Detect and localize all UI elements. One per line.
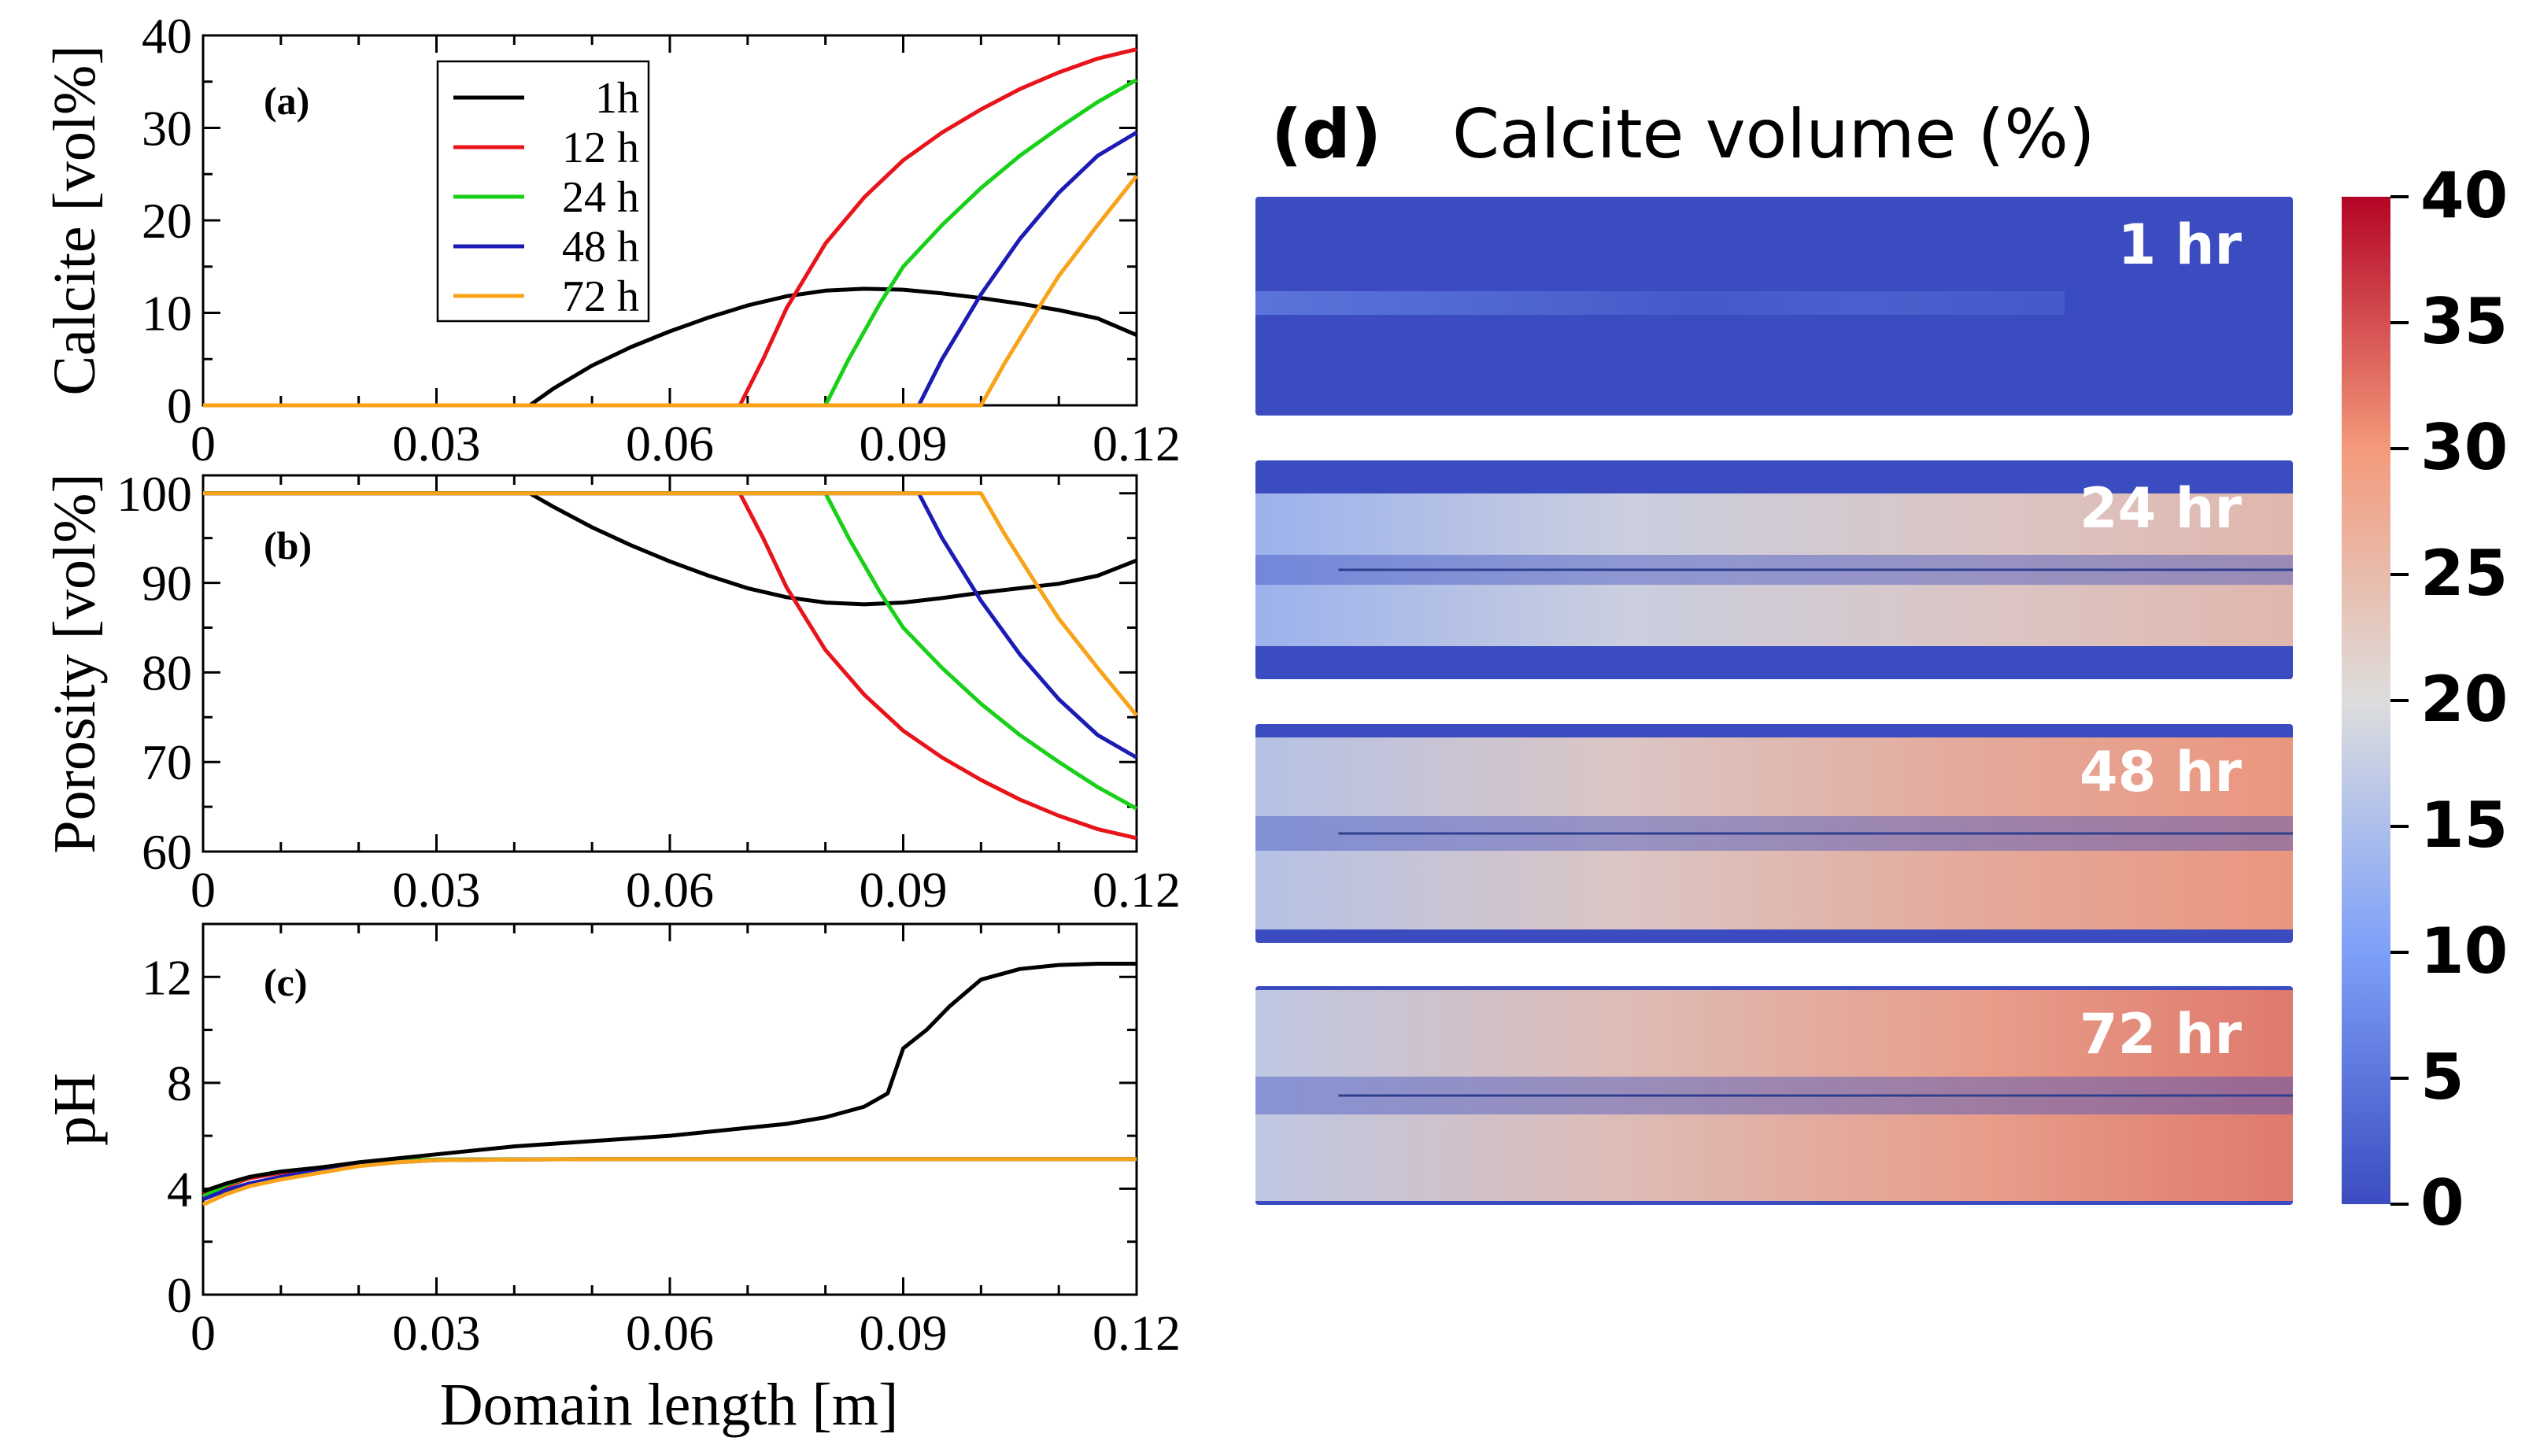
y-tick-label: 60 [142, 824, 192, 880]
x-tick-label: 0.12 [1093, 862, 1181, 918]
x-tick-label: 0 [190, 1305, 216, 1361]
colorbar-gradient [2342, 197, 2390, 1204]
y-axis-label: Porosity [vol%] [42, 473, 108, 853]
colorbar-tick-label: 20 [2420, 663, 2508, 736]
y-tick-label: 8 [167, 1055, 192, 1111]
ph-plot: 0 0.03 0.06 0.09 0.12 0 4 8 12 pH (c) [42, 922, 1181, 1361]
strip-band-lower [1255, 851, 2293, 929]
x-tick-label: 0.09 [860, 862, 948, 918]
plot-frame-b [202, 474, 1138, 853]
y-tick-label: 10 [142, 286, 192, 342]
strip-time-label: 48 hr [2080, 740, 2242, 804]
strip-band-lower [1255, 1114, 2293, 1201]
series-line-1h [202, 962, 1137, 1194]
y-tick-label: 0 [167, 1267, 192, 1323]
legend-label: 48 h [562, 223, 639, 272]
x-tick-label: 0 [190, 862, 216, 918]
legend-label: 1h [595, 74, 639, 123]
panel-d-title: Calcite volume (%) [1452, 95, 2095, 174]
panel-label: (a) [264, 79, 309, 123]
series-line-1h [203, 491, 1137, 607]
colorbar-tick-label: 0 [2420, 1166, 2464, 1240]
plot-frame-a [202, 34, 1138, 407]
panel-label: (b) [264, 523, 312, 567]
y-tick-label: 12 [142, 949, 192, 1005]
calcite-heatmap-panel: (d) Calcite volume (%) 1 hr 24 hr 48 hr 72 … [1255, 95, 2508, 1240]
series-line-12h [203, 491, 1137, 841]
colorbar-tick-label: 30 [2420, 411, 2508, 484]
series-line-48h [203, 491, 1138, 759]
y-axis-label: Calcite [vol%] [42, 45, 108, 395]
legend-label: 24 h [562, 173, 639, 222]
strip-time-label: 72 hr [2080, 1002, 2242, 1066]
strip-band-lower [1255, 585, 2293, 646]
colorbar: 0 5 10 15 20 25 30 35 40 [2342, 159, 2508, 1240]
x-tick-label: 0.09 [860, 416, 948, 471]
x-tick-label: 0.06 [626, 1305, 714, 1361]
series-line-24h [203, 491, 1138, 811]
plot-frame-c [202, 922, 1138, 1296]
strip-band-upper [1255, 990, 2293, 1077]
x-tick-label: 0.12 [1093, 416, 1181, 471]
x-tick-label: 0.03 [393, 416, 481, 471]
y-tick-label: 20 [142, 193, 192, 249]
series-line-48h [203, 131, 1138, 408]
y-tick-label: 90 [142, 556, 192, 612]
x-tick-label: 0.03 [393, 1305, 481, 1361]
y-tick-label: 0 [167, 378, 192, 434]
x-tick-label: 0.06 [626, 862, 714, 918]
legend-label: 72 h [562, 272, 639, 321]
series-line-1h [203, 286, 1137, 408]
y-tick-label: 4 [167, 1161, 192, 1217]
colorbar-tick-label: 5 [2420, 1040, 2464, 1114]
x-tick-label: 0.06 [626, 416, 714, 471]
panel-d-label: (d) [1271, 95, 1381, 174]
strip-band-upper [1255, 493, 2293, 555]
y-tick-label: 70 [142, 734, 192, 790]
y-axis-label: pH [42, 1073, 108, 1146]
strip-band [1255, 291, 2065, 315]
strip-band-upper [1255, 737, 2293, 816]
x-tick-label: 0 [190, 416, 216, 471]
colorbar-tick-label: 40 [2420, 159, 2508, 232]
series-line-24h [203, 78, 1138, 408]
colorbar-tick-label: 35 [2420, 285, 2508, 358]
y-tick-label: 30 [142, 101, 192, 157]
panel-label: (c) [264, 960, 308, 1004]
legend-label: 12 h [562, 124, 639, 172]
strip-time-label: 1 hr [2118, 212, 2242, 277]
colorbar-tick-label: 25 [2420, 537, 2508, 610]
x-tick-label: 0.09 [860, 1305, 948, 1361]
series-line-72h [202, 1157, 1137, 1207]
y-tick-label: 80 [142, 645, 192, 700]
y-tick-label: 40 [142, 8, 192, 64]
calcite-plot: 0 0.03 0.06 0.09 0.12 0 10 20 30 40 Calcite [vol%]… [42, 8, 1181, 471]
colorbar-tick-label: 10 [2420, 915, 2508, 988]
colorbar-tick-label: 15 [2420, 789, 2508, 862]
strip-time-label: 24 hr [2080, 476, 2242, 541]
series-line-72h [203, 491, 1138, 717]
x-axis-label: Domain length [m] [440, 1372, 899, 1438]
series-line-72h [203, 175, 1138, 408]
x-tick-label: 0.03 [393, 862, 481, 918]
series-line-12h [203, 47, 1137, 408]
x-tick-label: 0.12 [1093, 1305, 1181, 1361]
y-tick-label: 100 [116, 466, 192, 522]
legend-box [436, 60, 650, 323]
